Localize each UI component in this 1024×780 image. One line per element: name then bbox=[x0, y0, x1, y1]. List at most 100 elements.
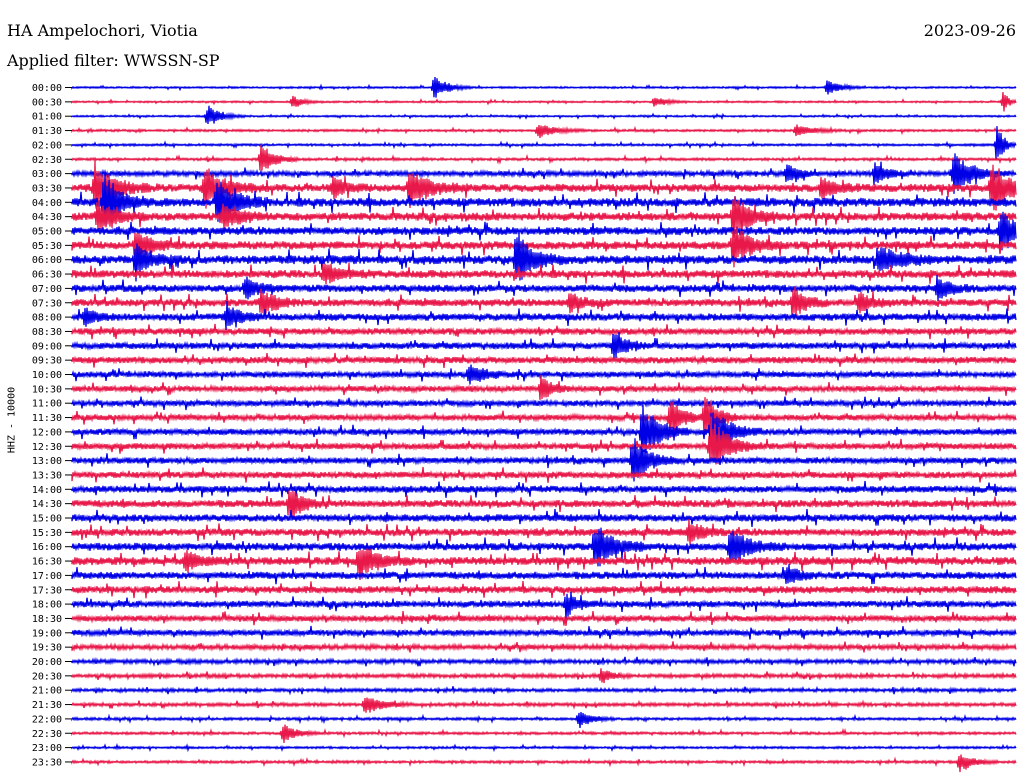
trace-1730 bbox=[71, 580, 1017, 599]
row-label-0530: 05:30 bbox=[32, 241, 62, 252]
row-label-1400: 14:00 bbox=[32, 485, 62, 496]
row-label-0500: 05:00 bbox=[32, 227, 62, 238]
row-label-2230: 22:30 bbox=[32, 729, 62, 740]
row-label-0430: 04:30 bbox=[32, 212, 62, 223]
trace-1630 bbox=[71, 548, 1017, 581]
row-label-1330: 13:30 bbox=[32, 470, 62, 481]
row-label-1830: 18:30 bbox=[32, 614, 62, 625]
filter-label: Applied filter: WWSSN-SP bbox=[7, 51, 220, 70]
row-label-1930: 19:30 bbox=[32, 643, 62, 654]
trace-0100 bbox=[71, 105, 1017, 125]
row-label-1300: 13:00 bbox=[32, 456, 62, 467]
row-label-1000: 10:00 bbox=[32, 370, 62, 381]
trace-1300 bbox=[71, 438, 1017, 482]
row-label-2300: 23:00 bbox=[32, 743, 62, 754]
trace-0230 bbox=[71, 144, 1017, 171]
row-label-1230: 12:30 bbox=[32, 442, 62, 453]
row-label-0300: 03:00 bbox=[32, 169, 62, 180]
row-label-0600: 06:00 bbox=[32, 255, 62, 266]
row-label-0630: 06:30 bbox=[32, 270, 62, 281]
trace-2330 bbox=[71, 754, 1017, 773]
trace-group bbox=[71, 76, 1017, 773]
row-label-0330: 03:30 bbox=[32, 183, 62, 194]
trace-0830 bbox=[71, 323, 1017, 340]
trace-0730 bbox=[71, 286, 1017, 317]
row-label-0400: 04:00 bbox=[32, 198, 62, 209]
trace-1530 bbox=[71, 518, 1017, 546]
row-label-0000: 00:00 bbox=[32, 83, 62, 94]
trace-0030 bbox=[71, 92, 1017, 112]
row-label-0730: 07:30 bbox=[32, 298, 62, 309]
trace-1430 bbox=[71, 490, 1017, 519]
row-label-0930: 09:30 bbox=[32, 356, 62, 367]
trace-0800 bbox=[71, 300, 1017, 331]
trace-2300 bbox=[71, 742, 1017, 753]
row-label-1130: 11:30 bbox=[32, 413, 62, 424]
trace-1930 bbox=[71, 641, 1017, 653]
trace-0430 bbox=[71, 196, 1017, 238]
trace-1000 bbox=[71, 364, 1017, 385]
trace-1230 bbox=[71, 416, 1017, 465]
row-label-1630: 16:30 bbox=[32, 557, 62, 568]
row-tick-labels: 00:00 00:30 01:00 01:30 02:00 02:30 03:00 03:30… bbox=[32, 83, 72, 768]
row-label-1700: 17:00 bbox=[32, 571, 62, 582]
row-label-1030: 10:30 bbox=[32, 384, 62, 395]
trace-1600 bbox=[71, 527, 1017, 567]
row-label-0230: 02:30 bbox=[32, 155, 62, 166]
row-label-0830: 08:30 bbox=[32, 327, 62, 338]
trace-1900 bbox=[71, 625, 1017, 640]
row-label-1730: 17:30 bbox=[32, 585, 62, 596]
row-label-0800: 08:00 bbox=[32, 313, 62, 324]
trace-0700 bbox=[71, 275, 1017, 302]
trace-0000 bbox=[71, 76, 1017, 98]
trace-2000 bbox=[71, 656, 1017, 668]
date-label: 2023-09-26 bbox=[923, 21, 1016, 40]
trace-2030 bbox=[71, 668, 1017, 684]
trace-1100 bbox=[71, 396, 1017, 411]
row-label-0900: 09:00 bbox=[32, 341, 62, 352]
trace-2200 bbox=[71, 712, 1017, 729]
row-label-2030: 20:30 bbox=[32, 671, 62, 682]
row-label-1500: 15:00 bbox=[32, 514, 62, 525]
trace-1800 bbox=[71, 591, 1017, 621]
row-label-1800: 18:00 bbox=[32, 600, 62, 611]
row-label-0200: 02:00 bbox=[32, 140, 62, 151]
trace-0400 bbox=[71, 174, 1017, 226]
trace-0500 bbox=[71, 211, 1017, 254]
trace-0930 bbox=[71, 352, 1017, 369]
trace-0900 bbox=[71, 332, 1017, 359]
station-title: HA Ampelochori, Viotia bbox=[7, 21, 198, 40]
row-label-1100: 11:00 bbox=[32, 399, 62, 410]
row-label-1600: 16:00 bbox=[32, 542, 62, 553]
row-label-0700: 07:00 bbox=[32, 284, 62, 295]
trace-1830 bbox=[71, 610, 1017, 626]
trace-0530 bbox=[71, 226, 1017, 268]
row-label-0100: 01:00 bbox=[32, 112, 62, 123]
trace-1700 bbox=[71, 564, 1017, 585]
row-label-1530: 15:30 bbox=[32, 528, 62, 539]
trace-1130 bbox=[71, 397, 1017, 439]
trace-0330 bbox=[71, 160, 1017, 211]
row-label-1430: 14:30 bbox=[32, 499, 62, 510]
row-label-1900: 19:00 bbox=[32, 628, 62, 639]
trace-0200 bbox=[71, 126, 1017, 159]
row-label-0030: 00:30 bbox=[32, 97, 62, 108]
trace-1500 bbox=[71, 509, 1017, 528]
trace-0130 bbox=[71, 124, 1017, 139]
trace-2130 bbox=[71, 697, 1017, 713]
trace-0630 bbox=[71, 262, 1017, 285]
trace-0300 bbox=[71, 153, 1017, 194]
row-label-2330: 23:30 bbox=[32, 757, 62, 768]
trace-2230 bbox=[71, 724, 1017, 743]
row-label-2200: 22:00 bbox=[32, 714, 62, 725]
trace-2100 bbox=[71, 685, 1017, 696]
trace-0600 bbox=[71, 232, 1017, 282]
row-label-0130: 01:30 bbox=[32, 126, 62, 137]
trace-1030 bbox=[71, 374, 1017, 400]
row-label-2130: 21:30 bbox=[32, 700, 62, 711]
row-label-1200: 12:00 bbox=[32, 427, 62, 438]
trace-1330 bbox=[71, 466, 1017, 483]
trace-1400 bbox=[71, 480, 1017, 498]
row-label-2100: 21:00 bbox=[32, 686, 62, 697]
